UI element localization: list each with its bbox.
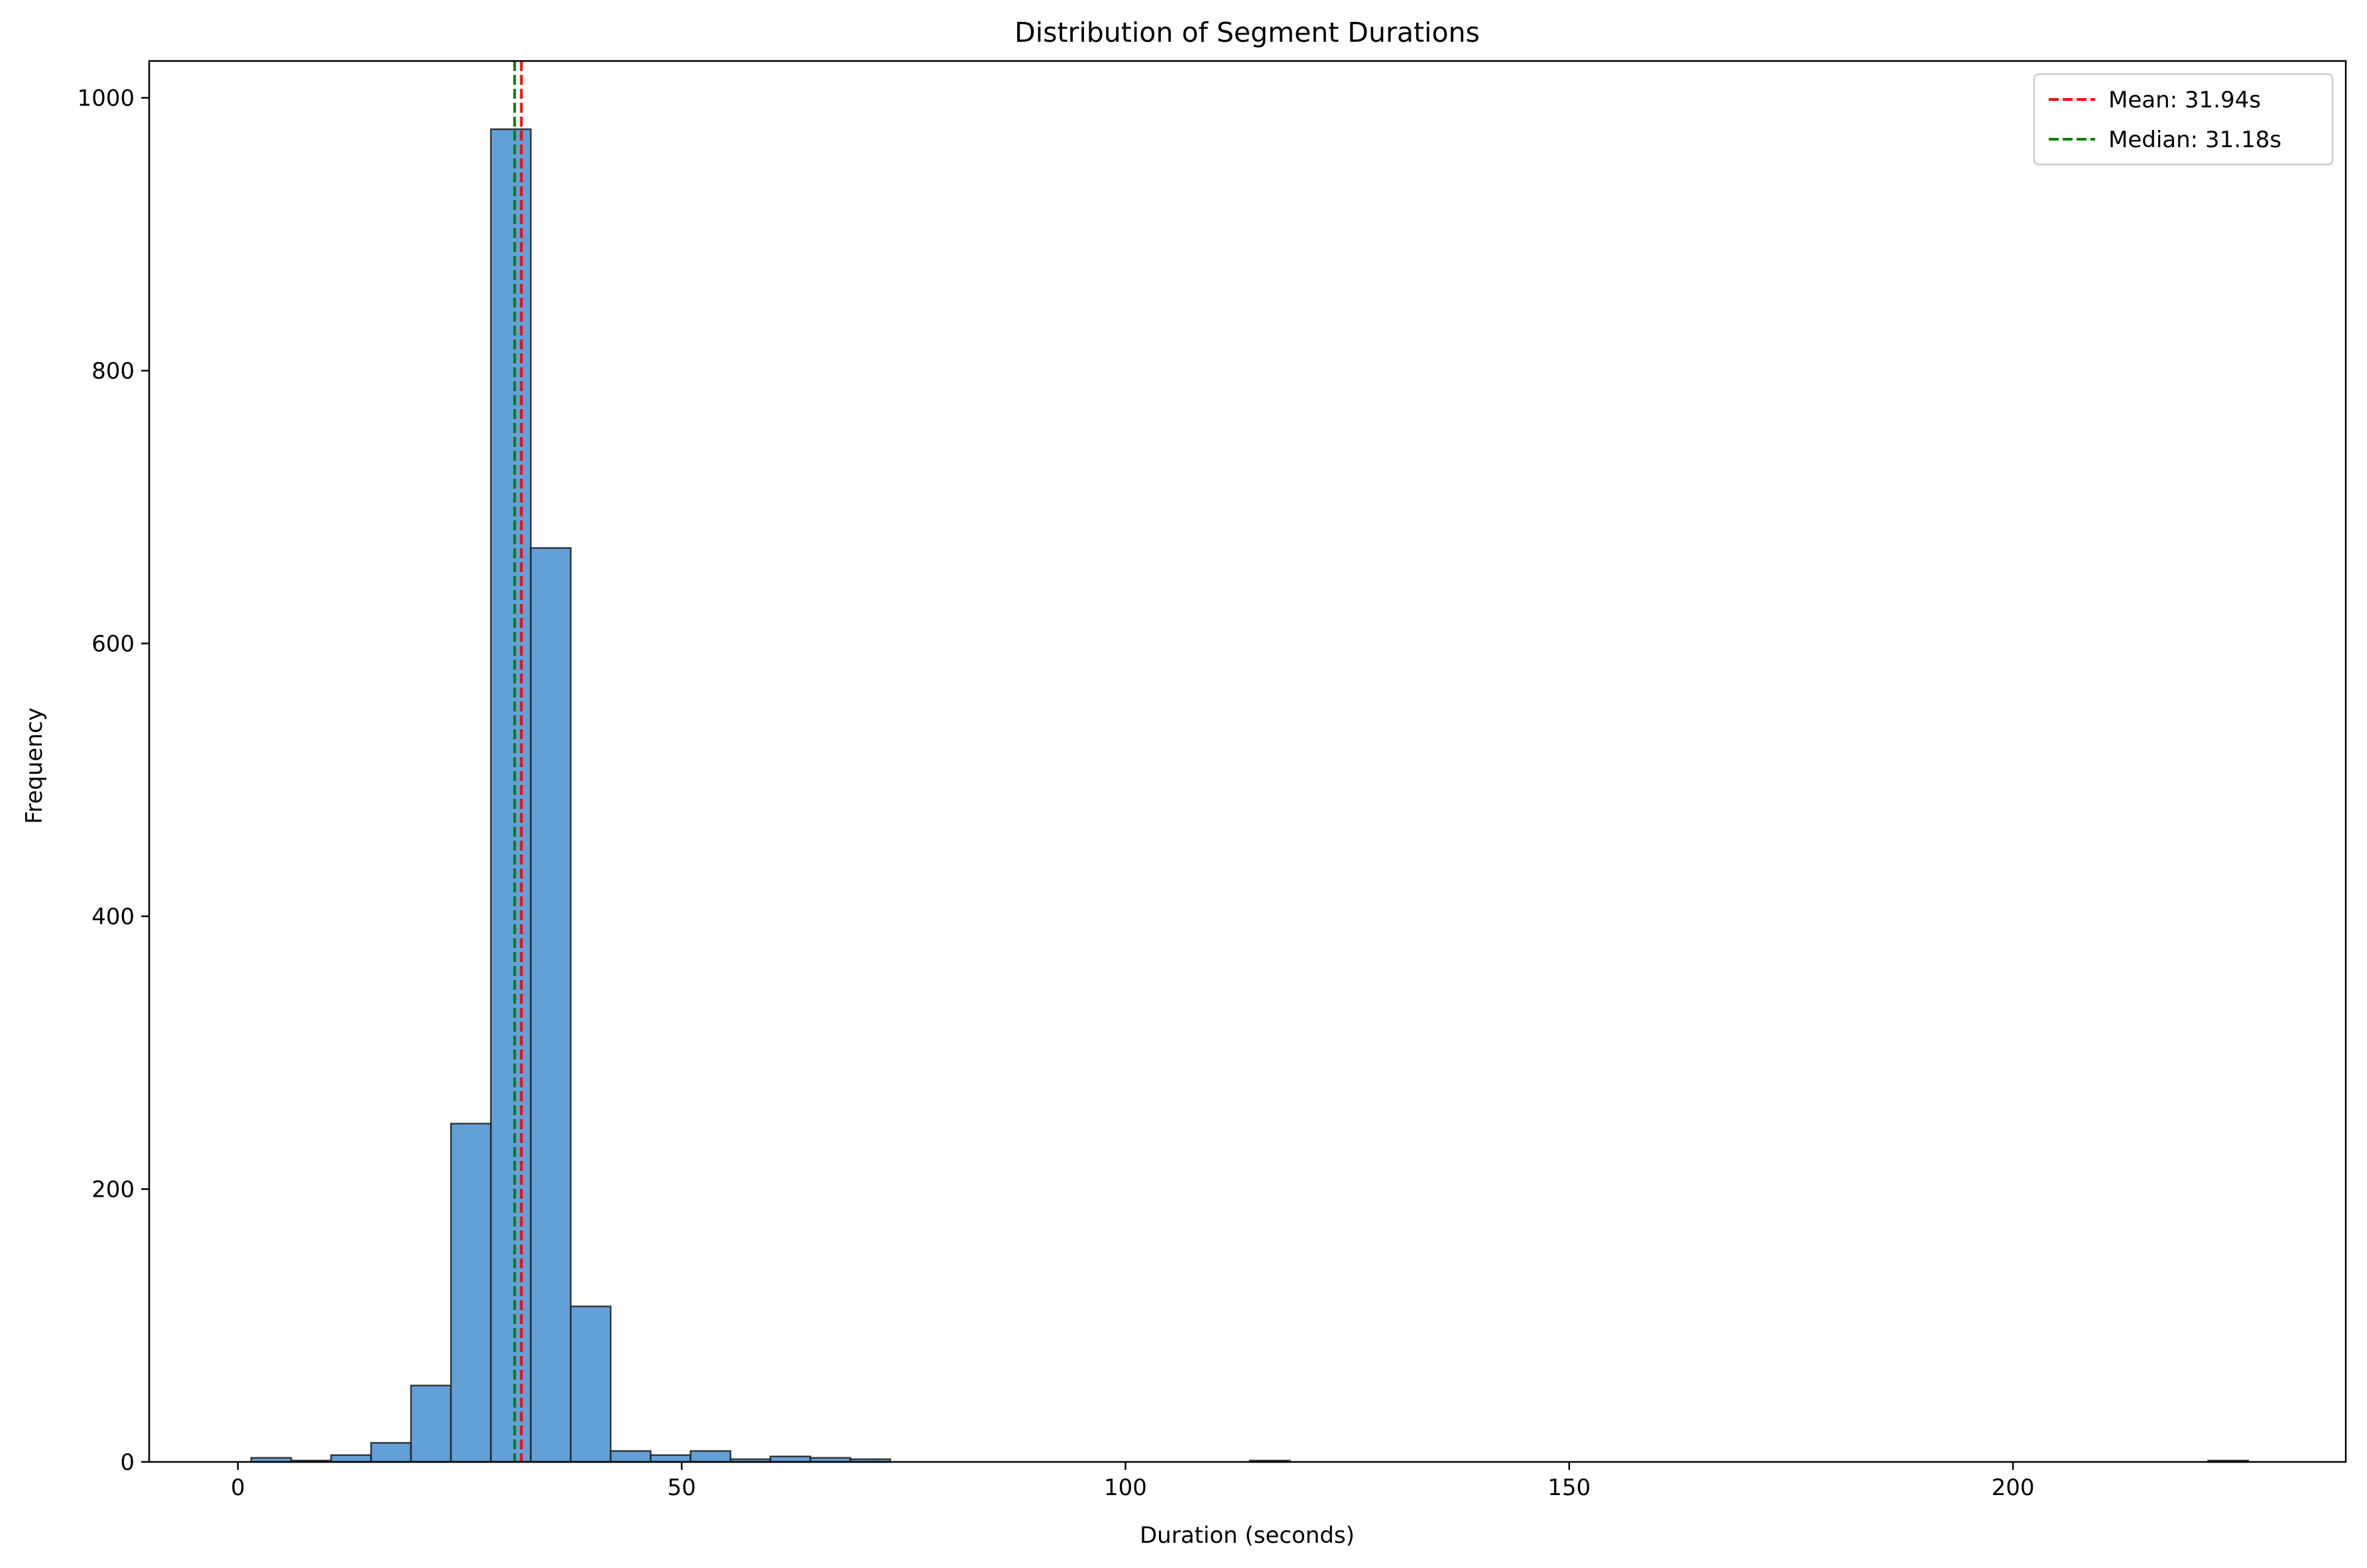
plot-frame bbox=[148, 60, 2347, 1463]
y-tick-label: 200 bbox=[91, 1177, 135, 1203]
reference-lines bbox=[513, 61, 523, 1462]
x-axis-ticks: 0 50 100 150 200 bbox=[231, 1462, 2034, 1501]
x-tick-label: 50 bbox=[668, 1475, 696, 1501]
histogram-bar bbox=[609, 1450, 652, 1463]
histogram-bar bbox=[530, 547, 572, 1463]
histogram-bar bbox=[690, 1450, 732, 1463]
x-tick-label: 150 bbox=[1548, 1475, 1591, 1501]
y-tick-label: 600 bbox=[91, 631, 135, 658]
y-axis-label: Frequency bbox=[21, 707, 48, 824]
y-tick-label: 800 bbox=[91, 358, 135, 385]
x-tick-label: 200 bbox=[1992, 1475, 2035, 1501]
chart-title: Distribution of Segment Durations bbox=[1014, 17, 1480, 48]
histogram-bars bbox=[250, 128, 2250, 1463]
x-axis-label: Duration (seconds) bbox=[1140, 1522, 1355, 1549]
histogram-bar bbox=[330, 1454, 372, 1463]
legend-box bbox=[2033, 73, 2334, 166]
legend: Mean: 31.94s Median: 31.18s bbox=[2033, 73, 2334, 166]
histogram-bar bbox=[570, 1305, 612, 1463]
legend-entry: Mean: 31.94s bbox=[2108, 87, 2261, 113]
histogram-bar bbox=[370, 1441, 412, 1463]
legend-entry: Median: 31.18s bbox=[2108, 127, 2281, 153]
y-tick-label: 0 bbox=[120, 1449, 135, 1476]
y-tick-label: 400 bbox=[91, 904, 135, 930]
histogram-bar bbox=[450, 1122, 492, 1463]
x-tick-label: 100 bbox=[1104, 1475, 1147, 1501]
y-tick-label: 1000 bbox=[77, 86, 135, 112]
x-tick-label: 0 bbox=[231, 1475, 245, 1501]
histogram-bar bbox=[410, 1384, 452, 1463]
histogram-bar bbox=[490, 128, 532, 1463]
histogram-bar bbox=[650, 1454, 692, 1463]
y-axis-ticks: 0 200 400 600 800 1000 bbox=[77, 86, 149, 1476]
